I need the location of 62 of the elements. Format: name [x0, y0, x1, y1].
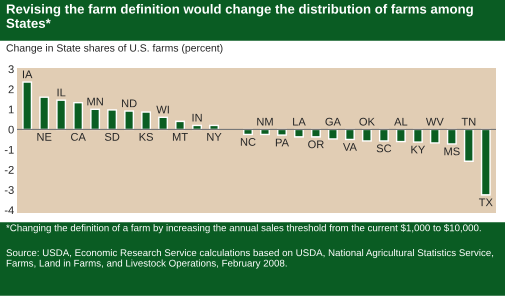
x-tick-label: NY — [207, 133, 222, 141]
x-tick-label: IN — [192, 114, 202, 122]
bar — [464, 128, 474, 162]
x-tick-label: OR — [308, 140, 324, 148]
bar — [396, 128, 406, 142]
x-tick-label: AL — [394, 118, 408, 126]
x-tick-label: LA — [293, 118, 306, 126]
bar — [446, 128, 457, 145]
x-tick-label: VA — [342, 143, 357, 151]
bar — [277, 128, 287, 136]
bar — [141, 111, 152, 130]
source-note: Source: USDA, Economic Research Service calculations based on USDA, National Agricultural Statistics Service, Farms, Land in Farms, and Livestock Operations, February 2008. — [6, 249, 494, 269]
y-tick-label: 3 — [8, 65, 14, 74]
bar — [73, 102, 84, 130]
y-tick-label: 1 — [8, 106, 14, 114]
y-tick-label: 2 — [8, 85, 14, 94]
bar — [362, 128, 372, 142]
x-tick-label: KY — [411, 146, 426, 154]
x-tick-label: MT — [172, 133, 188, 141]
bar — [412, 128, 423, 143]
x-tick-label: GA — [325, 118, 341, 126]
chart-title: Revising the farm definition would change the distribution of farms among States* — [6, 4, 473, 28]
x-tick-label: MS — [444, 147, 460, 156]
y-tick-label: -1 — [4, 146, 14, 154]
x-tick-label: WV — [426, 118, 444, 126]
x-tick-label: MN — [87, 98, 103, 106]
x-tick-label: NC — [240, 138, 256, 146]
x-tick-label: ND — [122, 100, 137, 108]
x-tick-label: IA — [22, 70, 32, 78]
y-tick-label: -2 — [4, 166, 14, 174]
bar — [107, 109, 118, 130]
bar — [22, 81, 32, 130]
x-tick-label: KS — [140, 132, 153, 141]
bar — [480, 128, 491, 196]
x-tick-label: NE — [37, 133, 52, 141]
y-axis-title: Change in State shares of U.S. farms (percent) — [6, 44, 222, 54]
x-tick-label: PA — [276, 138, 289, 146]
bar — [344, 128, 355, 140]
bar — [294, 128, 304, 138]
bar — [124, 110, 134, 130]
bar — [90, 108, 100, 130]
bar — [175, 120, 186, 130]
x-tick-label: WI — [156, 106, 169, 114]
bar — [328, 128, 338, 140]
x-tick-label: OK — [359, 118, 375, 126]
bar — [158, 116, 168, 130]
x-tick-label: TX — [478, 198, 493, 206]
x-tick-label: SD — [104, 132, 120, 141]
x-tick-label: CA — [70, 132, 86, 141]
bar — [378, 128, 389, 142]
bar — [56, 100, 66, 130]
bar — [430, 128, 440, 144]
text: *Changing the definition of a farm by increasing the annual sales threshold from the current $1,000 to $10,000. — [6, 224, 481, 234]
x-tick-label: TN — [462, 118, 476, 126]
x-tick-label: SC — [376, 144, 392, 152]
y-tick-label: 0 — [8, 126, 14, 134]
y-tick-label: -3 — [4, 186, 14, 194]
x-tick-label: NM — [257, 118, 273, 126]
y-tick-label: -4 — [4, 206, 14, 214]
bar — [311, 128, 321, 138]
x-tick-label: IL — [58, 88, 66, 96]
bar — [39, 96, 50, 130]
